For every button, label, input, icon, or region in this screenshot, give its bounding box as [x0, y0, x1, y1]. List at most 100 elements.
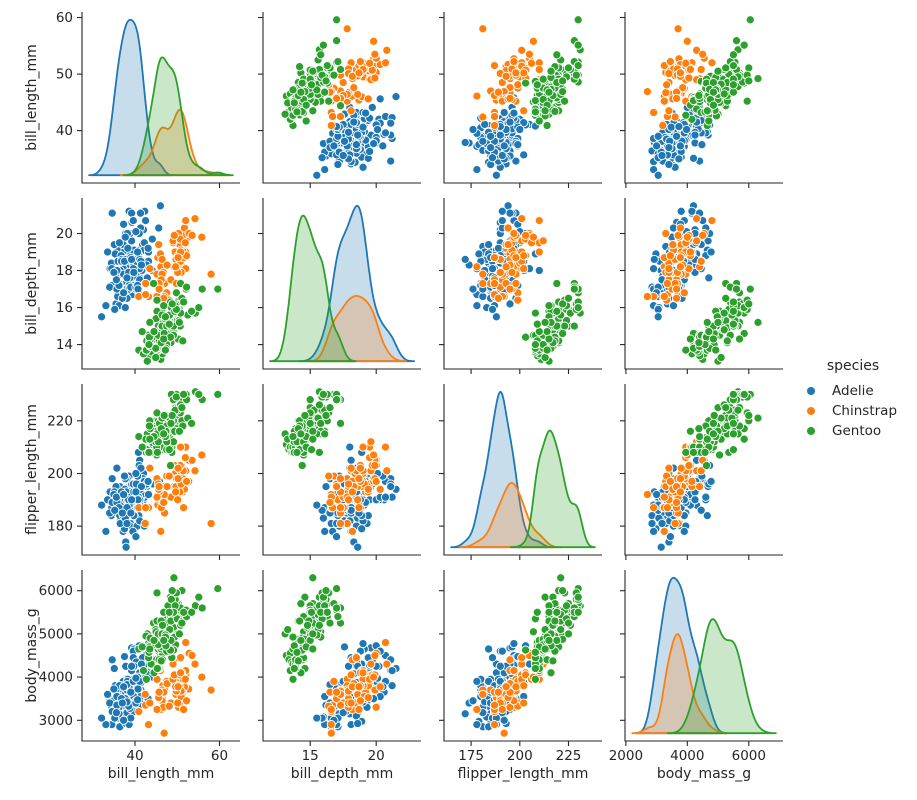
point-gentoo: [149, 635, 159, 645]
point-chinstrap: [380, 637, 391, 648]
legend-title: species: [826, 358, 880, 374]
axes-spines-r0c0: [81, 12, 240, 184]
point-adelie: [672, 131, 682, 141]
x-tick-label: 2000: [609, 748, 643, 764]
point-gentoo: [560, 321, 570, 331]
point-gentoo: [745, 15, 755, 25]
point-gentoo: [552, 50, 562, 60]
point-chinstrap: [503, 240, 513, 250]
point-gentoo: [213, 389, 223, 399]
point-chinstrap: [478, 689, 488, 699]
point-chinstrap: [528, 36, 538, 46]
x-axis-label-bill_depth_mm: bill_depth_mm: [291, 766, 394, 782]
point-chinstrap: [675, 262, 685, 272]
point-gentoo: [308, 644, 318, 654]
point-chinstrap: [370, 460, 380, 471]
point-adelie: [353, 130, 363, 140]
point-gentoo: [322, 607, 332, 617]
axes-spines-r2c2: [443, 384, 602, 556]
y-tick-label: 200: [47, 466, 73, 482]
point-adelie: [478, 136, 488, 146]
y-tick-label: 16: [56, 300, 73, 316]
point-chinstrap: [346, 463, 356, 473]
point-gentoo: [149, 278, 159, 289]
point-chinstrap: [511, 278, 521, 289]
point-adelie: [343, 127, 354, 137]
point-adelie: [109, 684, 119, 694]
point-chinstrap: [649, 107, 659, 118]
x-tick-label: 15: [302, 748, 319, 764]
point-chinstrap: [534, 216, 544, 226]
point-chinstrap: [375, 484, 385, 494]
point-gentoo: [137, 327, 147, 337]
y-tick-label: 6000: [39, 583, 73, 599]
point-chinstrap: [346, 670, 356, 680]
point-chinstrap: [343, 479, 354, 489]
point-chinstrap: [380, 442, 391, 452]
point-chinstrap: [143, 720, 154, 730]
point-adelie: [505, 117, 515, 127]
point-chinstrap: [190, 659, 200, 669]
point-gentoo: [713, 317, 723, 327]
point-chinstrap: [354, 503, 364, 513]
point-gentoo: [721, 63, 731, 73]
point-chinstrap: [524, 49, 535, 59]
point-chinstrap: [489, 253, 500, 263]
point-adelie: [109, 663, 119, 674]
point-gentoo: [704, 327, 714, 337]
point-chinstrap: [140, 518, 150, 529]
point-gentoo: [569, 321, 579, 331]
point-gentoo: [167, 410, 177, 421]
point-gentoo: [149, 327, 159, 337]
point-chinstrap: [698, 49, 708, 59]
point-adelie: [333, 159, 343, 170]
point-chinstrap: [517, 214, 527, 224]
point-chinstrap: [695, 482, 705, 492]
point-chinstrap: [181, 637, 191, 648]
point-chinstrap: [684, 460, 694, 471]
point-gentoo: [177, 618, 187, 628]
point-adelie: [112, 463, 122, 473]
point-gentoo: [314, 447, 324, 457]
point-adelie: [119, 652, 130, 662]
point-chinstrap: [354, 704, 364, 715]
point-adelie: [339, 136, 350, 146]
point-chinstrap: [472, 262, 482, 272]
point-gentoo: [532, 80, 542, 90]
point-chinstrap: [661, 88, 671, 98]
point-gentoo: [141, 674, 151, 684]
legend-label-chinstrap: Chinstrap: [832, 403, 898, 419]
point-gentoo: [320, 87, 330, 97]
point-gentoo: [544, 334, 554, 344]
point-chinstrap: [145, 264, 155, 274]
point-chinstrap: [370, 73, 380, 83]
point-adelie: [688, 153, 699, 163]
point-chinstrap: [493, 87, 503, 97]
point-chinstrap: [659, 492, 669, 502]
point-adelie: [706, 476, 716, 486]
point-adelie: [664, 143, 674, 153]
axes-spines-r0c1: [262, 12, 421, 184]
point-gentoo: [550, 616, 560, 626]
point-chinstrap: [375, 682, 385, 692]
point-chinstrap: [658, 120, 668, 131]
point-adelie: [468, 284, 478, 294]
point-chinstrap: [171, 262, 181, 272]
point-gentoo: [708, 100, 718, 110]
point-gentoo: [558, 328, 568, 339]
point-chinstrap: [507, 267, 517, 277]
point-gentoo: [292, 647, 302, 657]
point-gentoo: [324, 96, 334, 106]
point-adelie: [312, 170, 322, 180]
point-adelie: [657, 150, 667, 161]
point-gentoo: [296, 599, 306, 609]
point-gentoo: [742, 96, 752, 106]
point-gentoo: [306, 445, 317, 455]
kde-chinstrap: [458, 481, 562, 549]
point-adelie: [519, 118, 529, 128]
point-adelie: [317, 153, 327, 163]
point-adelie: [127, 661, 137, 671]
point-gentoo: [316, 50, 326, 60]
point-chinstrap: [355, 696, 365, 706]
point-gentoo: [138, 666, 149, 676]
